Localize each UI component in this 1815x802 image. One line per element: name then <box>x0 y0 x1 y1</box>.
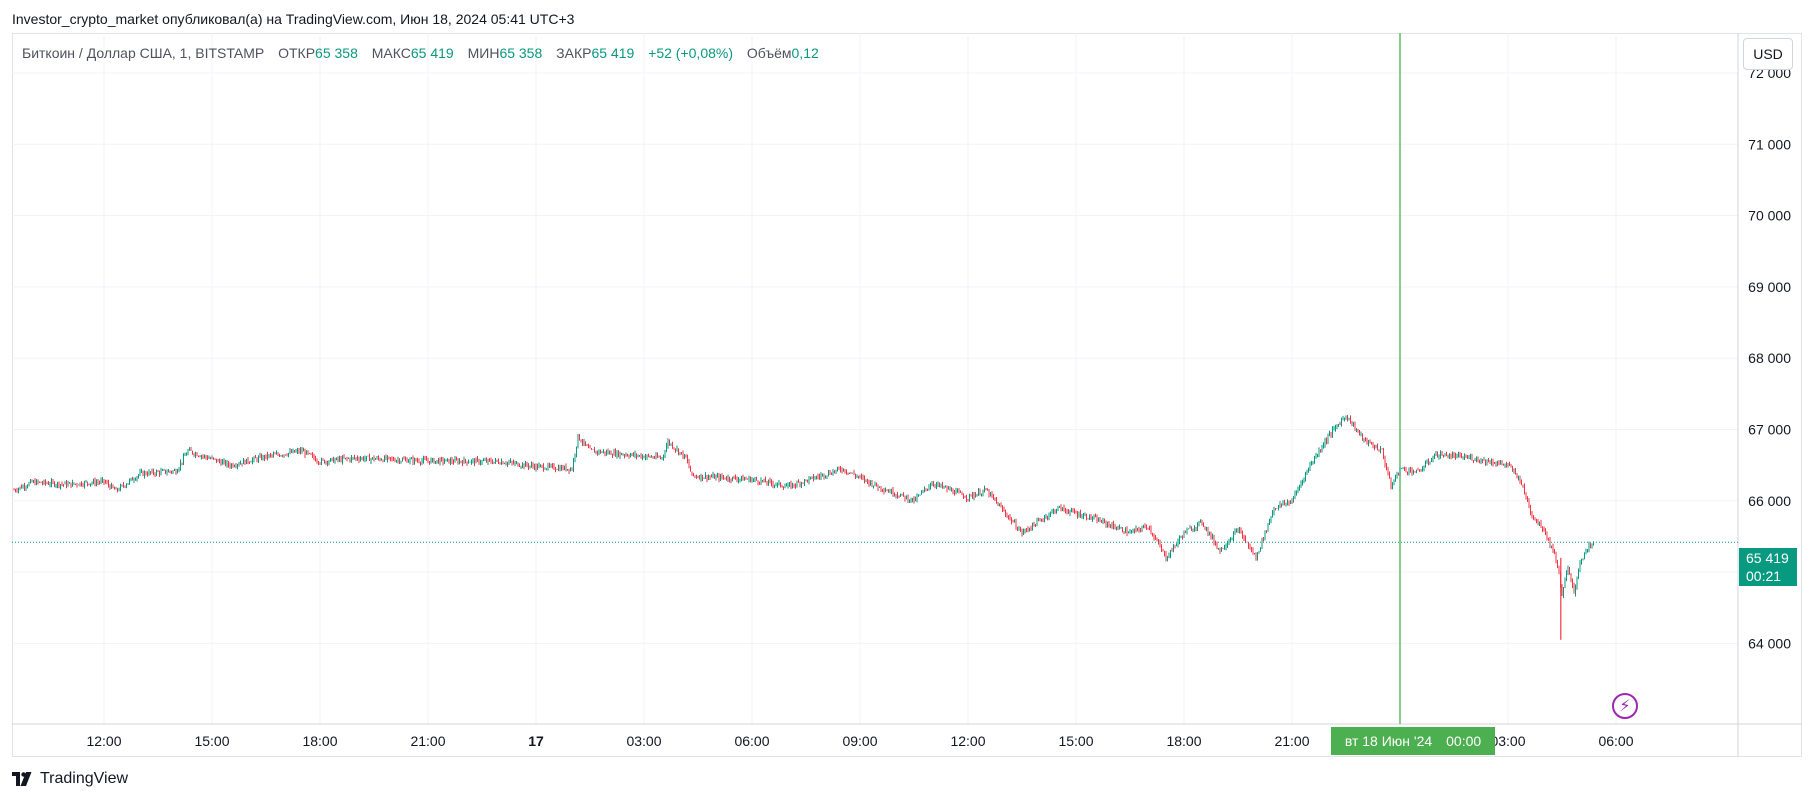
time-tick-label: 03:00 <box>1490 733 1525 749</box>
legend-symbol[interactable]: Биткоин / Доллар США, 1, BITSTAMP <box>22 45 265 61</box>
time-tick-label: 09:00 <box>842 733 877 749</box>
legend-high-label: МАКС <box>371 45 411 61</box>
price-tick-label: 70 000 <box>1748 208 1791 224</box>
symbol-legend: Биткоин / Доллар США, 1, BITSTAMP ОТКР65… <box>22 45 829 61</box>
time-tick-label: 18:00 <box>302 733 337 749</box>
legend-high-value: 65 419 <box>410 45 454 61</box>
legend-close-label: ЗАКР <box>556 45 592 61</box>
crosshair-date-badge: вт 18 Июн '24 00:00 <box>1331 727 1495 755</box>
tradingview-logo[interactable]: TradingView <box>12 770 128 788</box>
time-tick-label: 17 <box>528 733 544 749</box>
legend-open-value: 65 358 <box>315 45 358 61</box>
price-tick-label: 69 000 <box>1748 279 1791 295</box>
time-axis: 12:00 15:00 18:00 21:00 17 03:00 06:00 09:00 12:… <box>86 733 1633 749</box>
time-tick-label: 15:00 <box>1058 733 1093 749</box>
time-tick-label: 06:00 <box>734 733 769 749</box>
currency-button[interactable]: USD <box>1743 38 1793 70</box>
logo-text: TradingView <box>40 770 129 787</box>
legend-volume-value: 0,12 <box>791 45 819 61</box>
candle-series <box>13 414 1594 640</box>
published-line: Investor_crypto_market опубликовал(а) на… <box>12 11 575 27</box>
legend-low-value: 65 358 <box>499 45 543 61</box>
legend-close-value: 65 419 <box>591 45 635 61</box>
last-price-tag: 65 419 00:21 <box>1739 548 1797 586</box>
last-price-value: 65 419 <box>1746 550 1789 566</box>
time-tick-label: 06:00 <box>1598 733 1633 749</box>
price-tick-label: 67 000 <box>1748 422 1791 438</box>
legend-low-label: МИН <box>467 45 500 61</box>
legend-volume-label: Объём <box>746 45 792 61</box>
price-tick-label: 64 000 <box>1748 635 1791 651</box>
bar-countdown: 00:21 <box>1746 568 1782 584</box>
time-tick-label: 03:00 <box>626 733 661 749</box>
time-tick-label: 18:00 <box>1166 733 1201 749</box>
time-tick-label: 15:00 <box>194 733 229 749</box>
time-tick-label: 21:00 <box>410 733 445 749</box>
price-tick-label: 68 000 <box>1748 350 1791 366</box>
time-tick-label: 12:00 <box>950 733 985 749</box>
crosshair-date: вт 18 Июн '24 <box>1344 733 1433 749</box>
time-tick-label: 21:00 <box>1274 733 1309 749</box>
chart-frame[interactable] <box>12 33 1802 757</box>
legend-change: +52 (+0,08%) <box>648 45 734 61</box>
chart-grid <box>12 33 1738 724</box>
lightning-alert-icon[interactable]: ⚡ <box>1612 693 1638 719</box>
tradingview-logo-icon <box>12 772 32 786</box>
time-tick-label: 12:00 <box>86 733 121 749</box>
legend-open-label: ОТКР <box>278 45 316 61</box>
price-tick-label: 71 000 <box>1748 136 1791 152</box>
price-tick-label: 66 000 <box>1748 493 1791 509</box>
crosshair-time: 00:00 <box>1446 733 1482 749</box>
